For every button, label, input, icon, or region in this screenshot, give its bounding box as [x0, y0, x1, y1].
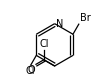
Text: Cl: Cl	[25, 66, 35, 76]
Text: O: O	[28, 65, 35, 75]
Text: N: N	[56, 19, 64, 29]
Text: Cl: Cl	[39, 39, 49, 49]
Text: Br: Br	[80, 13, 90, 23]
